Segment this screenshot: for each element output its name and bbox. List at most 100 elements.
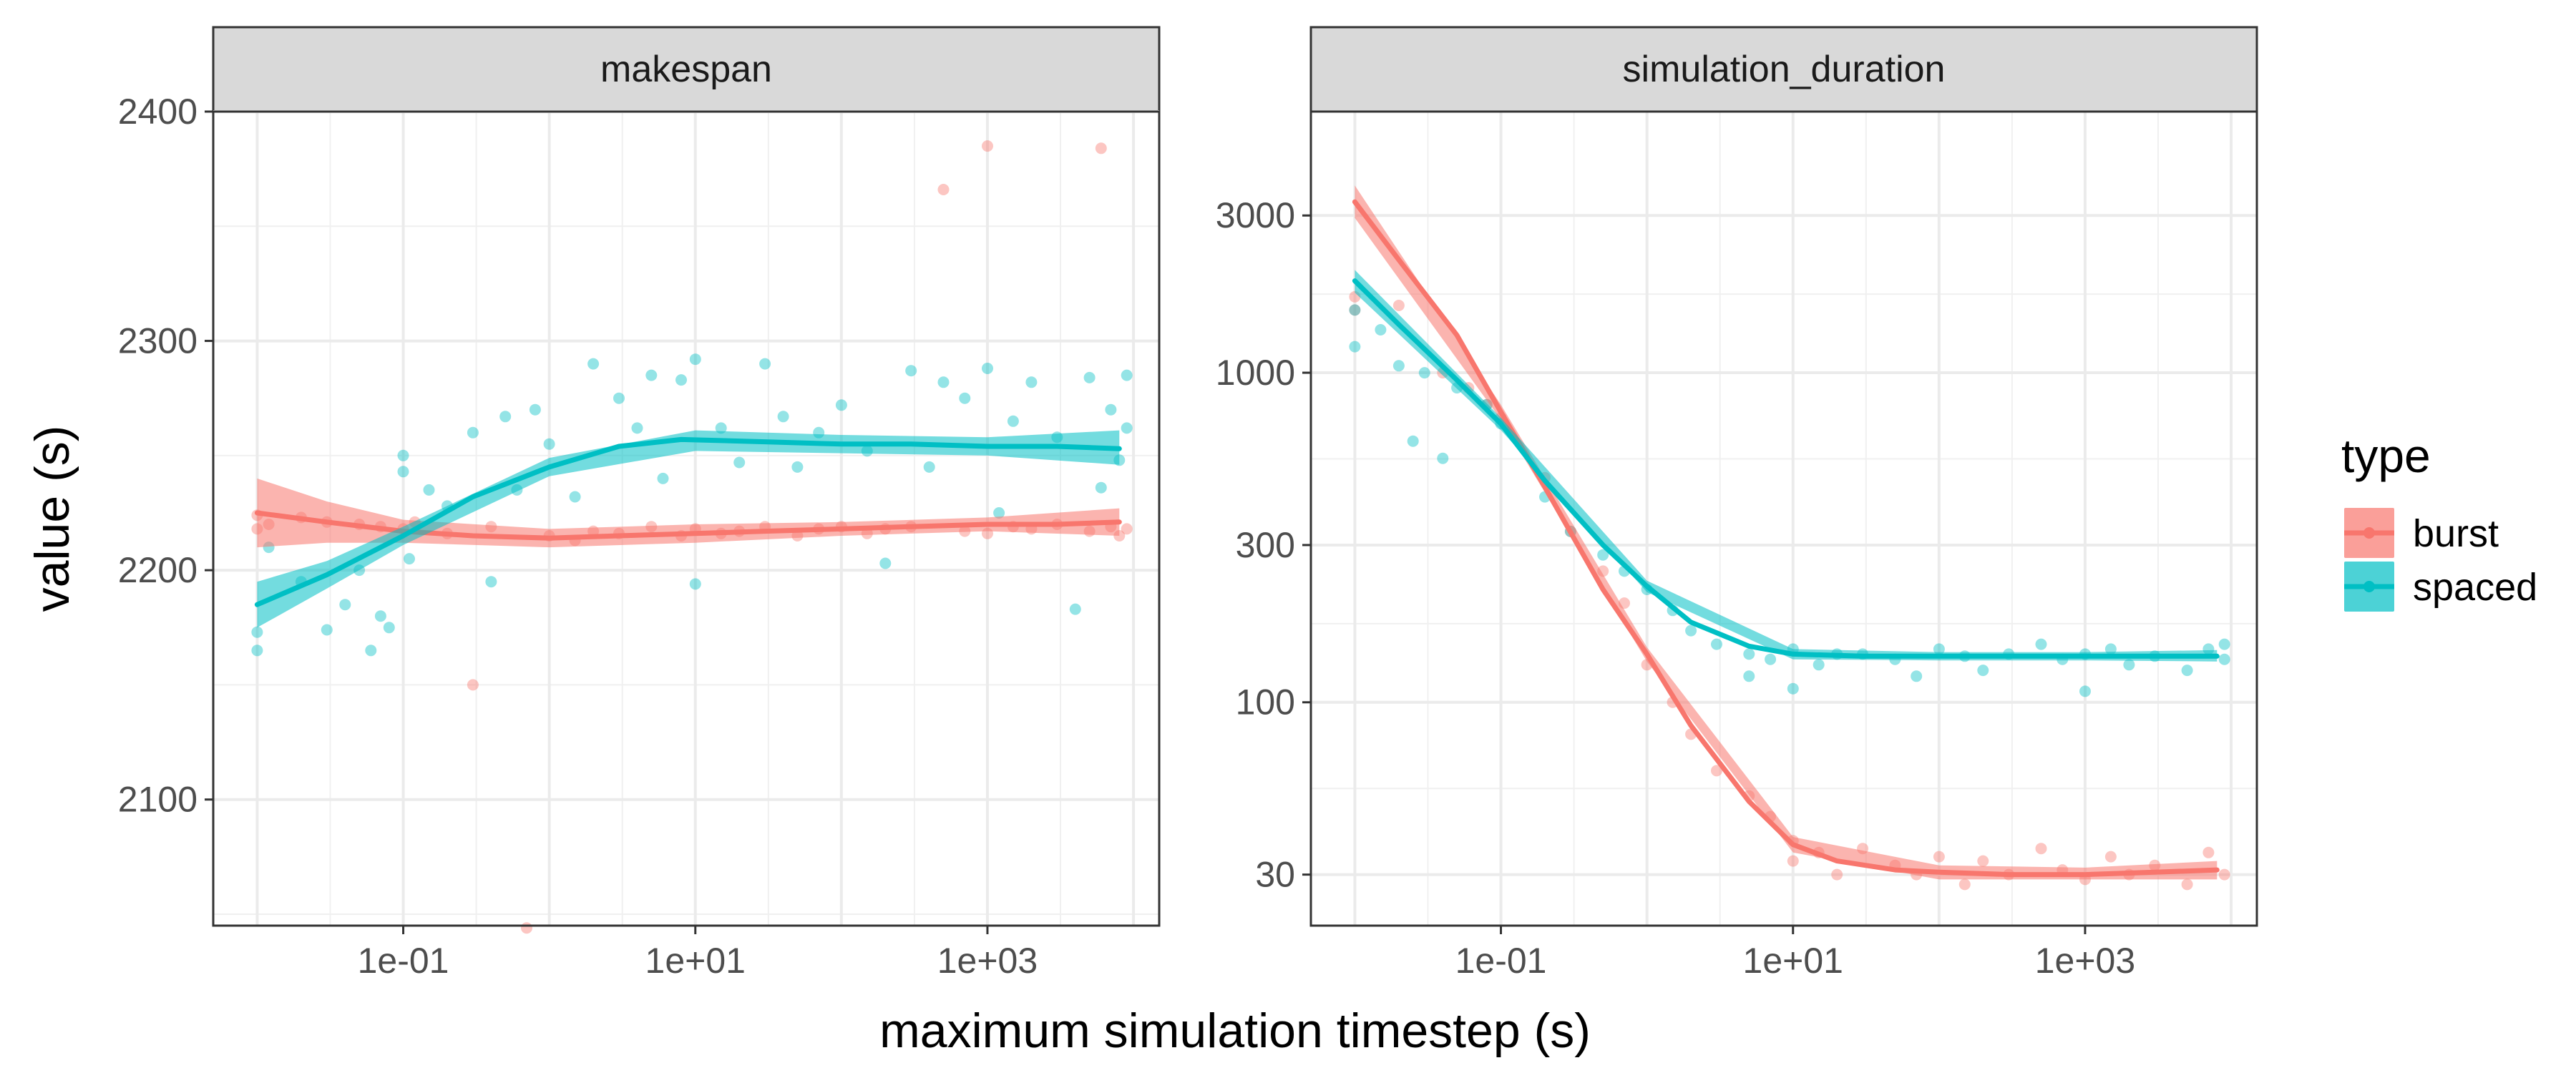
makespan-spaced-point	[529, 403, 541, 416]
makespan-spaced-point	[993, 507, 1005, 519]
makespan-spaced-point	[383, 622, 395, 634]
makespan-y-tick-label: 2200	[118, 550, 197, 590]
simulation-duration-spaced-point	[2079, 685, 2091, 697]
simulation-duration-burst-point	[2035, 843, 2047, 855]
simulation-duration-spaced-point	[1977, 665, 1989, 677]
makespan-burst-point	[937, 184, 950, 195]
legend-title: type	[2341, 429, 2431, 482]
makespan-burst-point	[1121, 523, 1133, 535]
makespan-burst-point	[521, 922, 532, 934]
makespan-spaced-point	[543, 438, 555, 450]
makespan-spaced-point	[982, 363, 993, 374]
makespan-spaced-point	[1121, 369, 1133, 381]
simulation-duration-spaced-point	[2181, 665, 2193, 677]
makespan-x-tick-label: 1e-01	[358, 941, 449, 981]
simulation-duration-spaced-point	[1349, 304, 1361, 316]
makespan-spaced-point	[1095, 481, 1107, 494]
simulation-duration-spaced-point	[1787, 682, 1799, 695]
simulation-duration-y-tick-label: 1000	[1216, 353, 1295, 393]
makespan-spaced-point	[759, 358, 771, 370]
legend-key-burst	[2344, 508, 2394, 558]
simulation-duration-spaced-point	[1375, 324, 1387, 335]
makespan-spaced-point	[251, 626, 263, 638]
simulation-duration-spaced-point	[2218, 653, 2230, 665]
makespan-x-tick-label: 1e+01	[645, 941, 746, 981]
simulation-duration-spaced-point	[1765, 653, 1777, 665]
makespan-spaced-point	[1121, 422, 1133, 434]
simulation-duration-spaced-point	[1911, 670, 1923, 682]
simulation-duration-spaced-point	[1933, 643, 1945, 655]
simulation-duration-burst-point	[2202, 846, 2215, 858]
makespan-spaced-point	[251, 645, 263, 657]
simulation-duration-y-tick-label: 30	[1255, 855, 1295, 895]
makespan-spaced-point	[485, 576, 497, 588]
y-axis-title: value (s)	[25, 426, 79, 612]
makespan-burst-point	[982, 140, 993, 152]
makespan-y-tick-label: 2400	[118, 92, 197, 132]
legend-label-spaced: spaced	[2413, 566, 2537, 609]
makespan-spaced-point	[397, 449, 409, 461]
makespan-strip	[212, 26, 1161, 113]
simulation-duration-plot-background	[1311, 112, 2257, 926]
simulation-duration-spaced-point	[2123, 659, 2135, 671]
makespan-spaced-ci-band	[257, 430, 1120, 628]
makespan-spaced-point	[467, 426, 479, 438]
makespan-burst-point	[1095, 142, 1107, 155]
simulation-duration-spaced-point	[1813, 659, 1825, 671]
simulation-duration-panel: simulation_duration 30 100 300 1000 3000 1e-0…	[1216, 26, 2258, 981]
simulation-duration-spaced-point	[1597, 549, 1609, 561]
simulation-duration-plot-content	[1311, 112, 2257, 926]
makespan-spaced-point	[675, 374, 687, 386]
makespan-spaced-point	[397, 466, 409, 478]
makespan-spaced-point	[339, 599, 351, 611]
simulation-duration-burst-point	[1349, 304, 1361, 316]
simulation-duration-spaced-point	[1349, 340, 1361, 353]
makespan-y-tick-label: 2300	[118, 321, 197, 361]
makespan-spaced-point	[1083, 371, 1096, 383]
makespan-burst-point	[467, 679, 479, 691]
simulation-duration-y-tick-label: 100	[1236, 682, 1295, 722]
makespan-plot-border	[212, 110, 1161, 927]
simulation-duration-burst-point	[1933, 851, 1945, 863]
makespan-spaced-point	[613, 392, 625, 404]
makespan-spaced-point	[689, 353, 701, 366]
makespan-plot-content	[213, 110, 1159, 934]
simulation-duration-burst-point	[1711, 765, 1722, 777]
legend-key-burst-point	[2363, 527, 2375, 539]
makespan-spaced-smooth-line	[254, 436, 1122, 607]
simulation-duration-spaced-point	[1437, 452, 1449, 464]
makespan-spaced-point	[733, 456, 746, 469]
makespan-spaced-point	[959, 392, 971, 404]
makespan-spaced-point	[645, 369, 658, 381]
simulation-duration-burst-point	[1831, 868, 1843, 881]
simulation-duration-spaced-point	[1711, 638, 1722, 650]
makespan-spaced-point	[569, 491, 581, 503]
simulation-duration-burst-point	[1787, 855, 1799, 867]
makespan-spaced-point	[689, 578, 701, 590]
makespan-spaced-point	[835, 399, 847, 411]
makespan-spaced-point	[1069, 603, 1081, 615]
makespan-spaced-point	[423, 484, 435, 496]
makespan-spaced-point	[905, 365, 917, 377]
simulation-duration-spaced-smooth-line	[1352, 278, 2220, 659]
legend: type burst spaced	[2341, 429, 2537, 612]
simulation-duration-spaced-point	[1407, 435, 1419, 447]
makespan-spaced-point	[923, 461, 935, 473]
simulation-duration-burst-point	[1977, 855, 1989, 867]
simulation-duration-y-tick-label: 3000	[1216, 195, 1295, 235]
legend-key-spaced	[2344, 562, 2394, 612]
makespan-spaced-point	[499, 411, 512, 423]
simulation-duration-spaced-point	[1743, 648, 1755, 660]
simulation-duration-plot-border	[1309, 110, 2258, 927]
legend-key-spaced-point	[2363, 581, 2375, 592]
makespan-y-tick-label: 2100	[118, 780, 197, 820]
makespan-x-tick-label: 1e+03	[937, 941, 1038, 981]
simulation-duration-y-tick-label: 300	[1236, 525, 1295, 565]
simulation-duration-x-tick-label: 1e-01	[1455, 941, 1547, 981]
x-axis-title: maximum simulation timestep (s)	[879, 1004, 1591, 1058]
simulation-duration-burst-smooth-line	[1352, 199, 2220, 878]
makespan-burst-ci-band	[257, 478, 1120, 548]
makespan-panel: makespan 2100 2200 2300 2400 1e-01 1e+01 1e+03	[118, 26, 1161, 981]
simulation-duration-x-tick-label: 1e+03	[2035, 941, 2135, 981]
